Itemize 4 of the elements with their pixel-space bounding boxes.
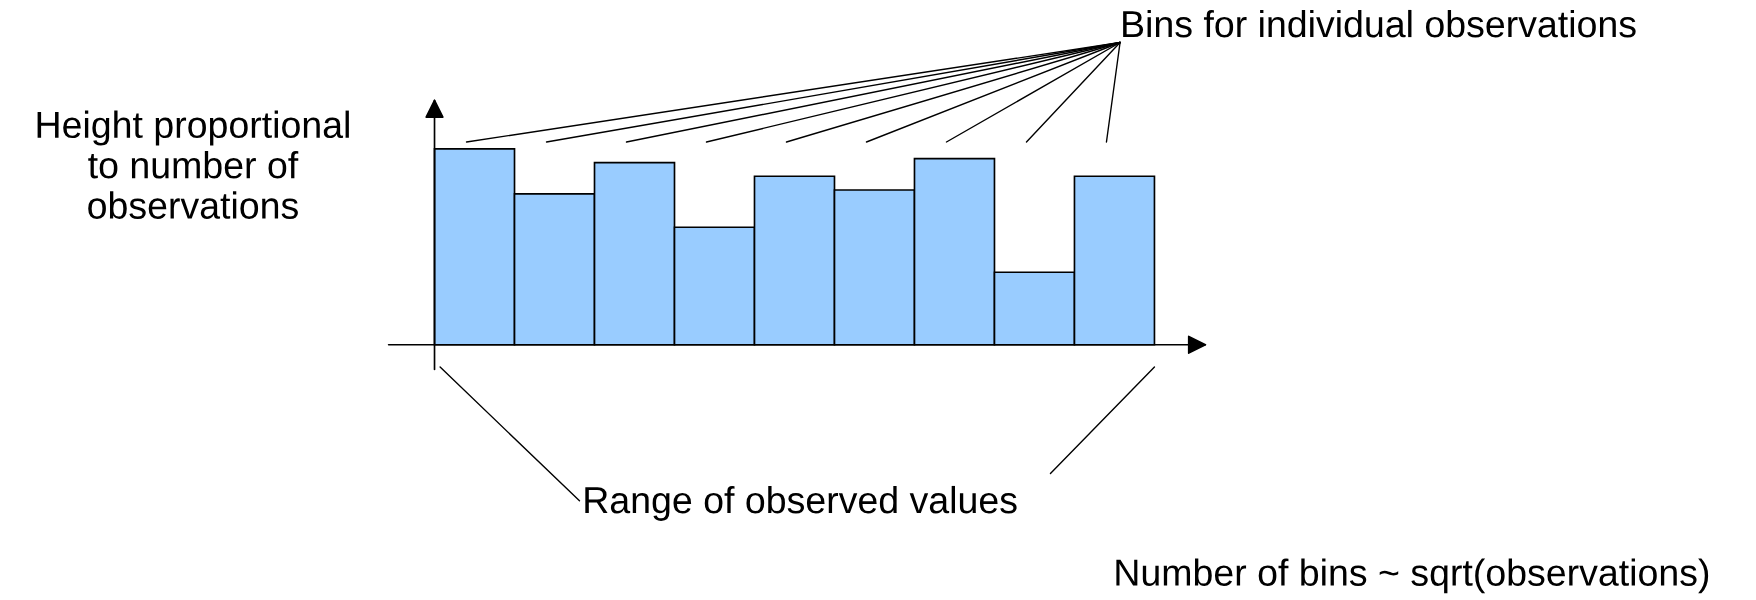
x-axis-title: Range of observed values [585, 485, 1017, 521]
y-axis-title: Height proportional to number of observations [37, 110, 349, 219]
text: Number of bins ~ sqrt(observations) [1116, 558, 1709, 594]
text: Bins for individual observations [1123, 9, 1636, 38]
